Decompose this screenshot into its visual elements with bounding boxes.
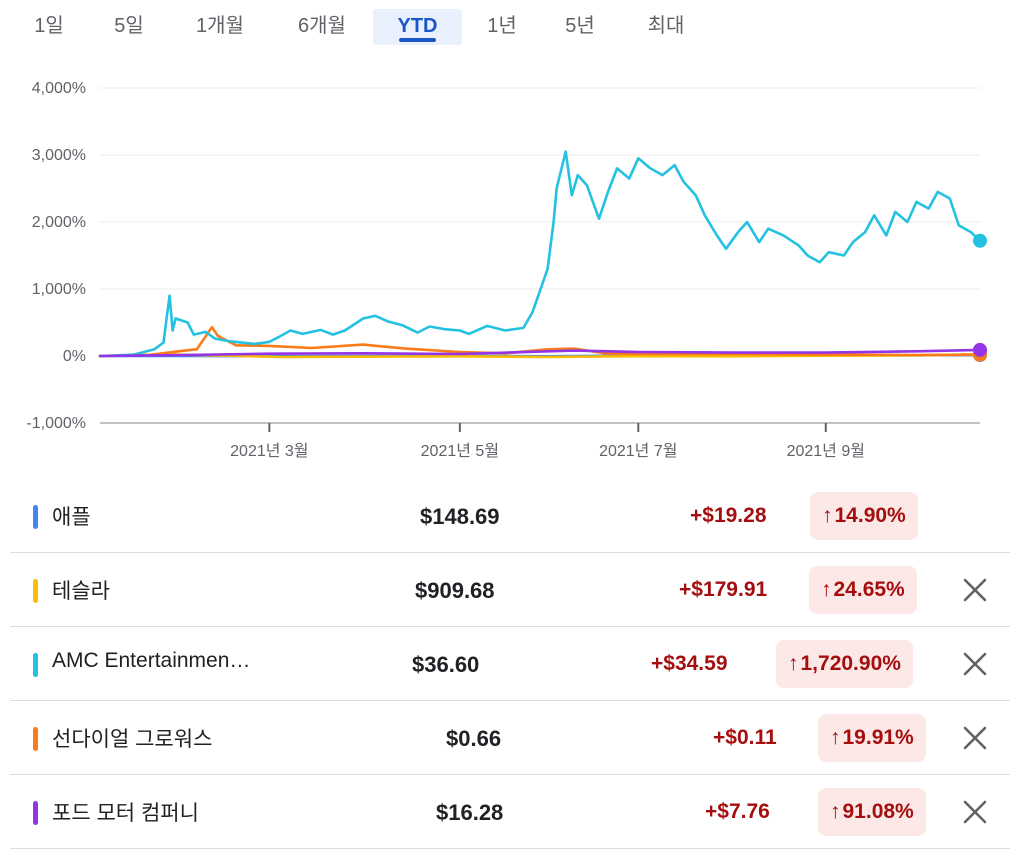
stock-name: 테슬라 — [52, 580, 110, 603]
stock-name: 포드 모터 컴퍼니 — [52, 802, 199, 825]
tab-max[interactable]: 최대 — [647, 15, 685, 37]
stock-price: $36.60 — [412, 652, 480, 677]
percent-change-badge: ↑24.65% — [809, 566, 917, 614]
comparison-line-chart: 4,000% 3,000% 2,000% 1,000% 0% -1,000% 2021년 3… — [26, 80, 987, 460]
stock-list: 애플 $148.69 +$19.28 ↑14.90% 테슬라 $909.68 +… — [10, 479, 1010, 849]
tab-ytd[interactable]: YTD — [373, 9, 462, 45]
price-change: +$0.11 — [713, 726, 777, 749]
y-tick-label: 4,000% — [32, 80, 86, 97]
close-icon[interactable] — [960, 723, 990, 753]
close-icon[interactable] — [960, 575, 990, 605]
active-tab-underline — [399, 38, 436, 42]
chart-axes: 4,000% 3,000% 2,000% 1,000% 0% -1,000% 2021년 3… — [26, 80, 980, 460]
series-line — [98, 325, 982, 358]
arrow-up-icon: ↑ — [821, 578, 832, 601]
close-icon[interactable] — [960, 797, 990, 827]
series-color-swatch — [33, 727, 38, 751]
stock-price: $16.28 — [436, 800, 504, 825]
arrow-up-icon: ↑ — [822, 504, 833, 527]
chart-grid — [100, 87, 980, 424]
range-tabs: 1일 5일 1개월 6개월 YTD 1년 5년 최대 — [0, 0, 1017, 50]
series-color-swatch — [33, 653, 38, 677]
price-change: +$34.59 — [651, 652, 728, 675]
list-item[interactable]: 테슬라 $909.68 +$179.91 ↑24.65% — [10, 553, 1010, 627]
series-line — [98, 150, 982, 358]
list-item[interactable]: 포드 모터 컴퍼니 $16.28 +$7.76 ↑91.08% — [10, 775, 1010, 849]
arrow-up-icon: ↑ — [788, 652, 799, 675]
arrow-up-icon: ↑ — [830, 726, 841, 749]
y-tick-label: 2,000% — [32, 214, 86, 231]
series-end-point — [973, 233, 987, 248]
percent-change-badge: ↑1,720.90% — [776, 640, 913, 688]
list-item[interactable]: 애플 $148.69 +$19.28 ↑14.90% — [10, 479, 1010, 553]
stock-price: $909.68 — [415, 578, 495, 603]
stock-price: $0.66 — [446, 726, 502, 751]
chart-end-points — [973, 233, 987, 362]
percent-change-badge: ↑91.08% — [818, 788, 926, 836]
price-change: +$7.76 — [705, 800, 770, 823]
x-tick-label: 2021년 7월 — [599, 442, 677, 460]
x-tick-label: 2021년 9월 — [787, 442, 865, 460]
percent-change-badge: ↑19.91% — [818, 714, 926, 762]
series-color-swatch — [33, 505, 38, 529]
series-line — [98, 348, 982, 358]
series-end-point — [973, 342, 987, 357]
tab-6m[interactable]: 6개월 — [298, 15, 346, 37]
y-tick-label: -1,000% — [26, 415, 86, 432]
x-tick-label: 2021년 3월 — [230, 442, 308, 460]
tab-1m[interactable]: 1개월 — [196, 15, 244, 37]
y-tick-label: 0% — [63, 348, 86, 365]
x-tick-label: 2021년 5월 — [421, 442, 499, 460]
price-change: +$19.28 — [690, 504, 767, 527]
series-color-swatch — [33, 801, 38, 825]
stock-name: 선다이얼 그로워스 — [52, 728, 213, 751]
close-icon[interactable] — [960, 649, 990, 679]
stock-name: 애플 — [52, 506, 91, 529]
series-color-swatch — [33, 579, 38, 603]
y-tick-label: 3,000% — [32, 147, 86, 164]
y-tick-label: 1,000% — [32, 281, 86, 298]
list-item[interactable]: AMC Entertainmen… $36.60 +$34.59 ↑1,720.… — [10, 627, 1010, 701]
tab-1y[interactable]: 1년 — [487, 15, 517, 37]
arrow-up-icon: ↑ — [830, 800, 841, 823]
tab-5y[interactable]: 5년 — [565, 15, 595, 37]
percent-change-badge: ↑14.90% — [810, 492, 918, 540]
chart-series — [98, 150, 982, 359]
price-change: +$179.91 — [679, 578, 768, 601]
stock-name: AMC Entertainmen… — [52, 649, 251, 672]
tab-1d[interactable]: 1일 — [34, 15, 64, 37]
tab-5d[interactable]: 5일 — [114, 15, 144, 37]
list-item[interactable]: 선다이얼 그로워스 $0.66 +$0.11 ↑19.91% — [10, 701, 1010, 775]
stock-price: $148.69 — [420, 504, 500, 529]
